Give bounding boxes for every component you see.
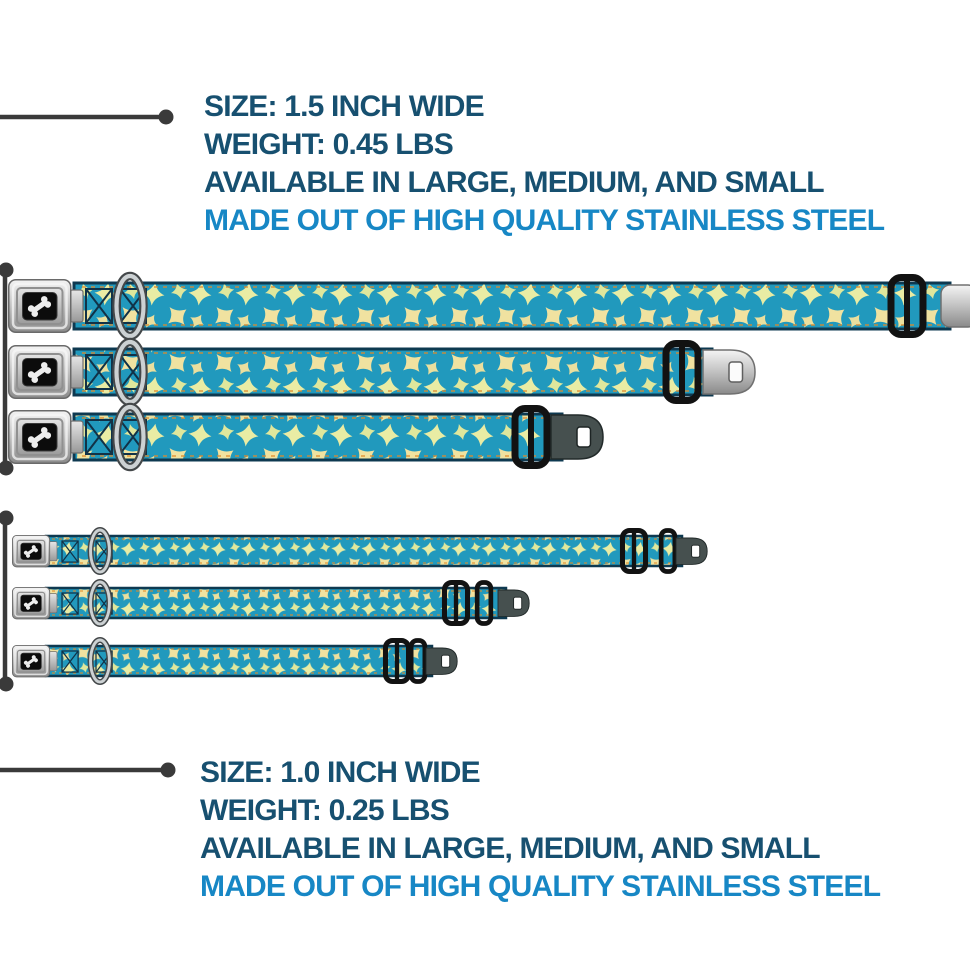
callout-dot (0, 676, 14, 692)
callout-dot (0, 262, 14, 278)
tongue-clasp (940, 284, 970, 328)
collar-strap (44, 586, 508, 620)
collar-1_5in-large (9, 276, 970, 336)
spec-weight-bottom: WEIGHT: 0.25 LBS (200, 794, 450, 827)
spec-availability-bottom: AVAILABLE IN LARGE, MEDIUM, AND SMALL (200, 832, 821, 865)
seatbelt-buckle (9, 280, 83, 333)
collar-strap (72, 347, 714, 397)
callout-dot (160, 762, 176, 778)
collar-1_5in-medium (9, 342, 756, 402)
tongue-clasp (675, 537, 708, 565)
spec-material-top: MADE OUT OF HIGH QUALITY STAINLESS STEEL (204, 204, 885, 237)
callout-bracket-large-collars (0, 262, 14, 476)
seatbelt-buckle (9, 411, 83, 464)
callout-dot (0, 510, 14, 526)
callout-bottom-specs (0, 762, 176, 778)
specs-bottom: SIZE: 1.0 INCH WIDE WEIGHT: 0.25 LBS AVA… (200, 754, 881, 906)
spec-size-top: SIZE: 1.5 INCH WIDE (204, 90, 485, 123)
tongue-clasp (702, 349, 756, 395)
callout-dot (0, 460, 14, 476)
tongue-clasp (497, 589, 530, 617)
spec-availability-top: AVAILABLE IN LARGE, MEDIUM, AND SMALL (204, 166, 825, 199)
collar-1_0in-large (12, 530, 708, 572)
collar-strap (72, 281, 952, 331)
spec-size-bottom: SIZE: 1.0 INCH WIDE (200, 756, 481, 789)
collar-strap (44, 534, 684, 568)
tongue-clasp (425, 647, 458, 675)
collar-1_0in-small (12, 640, 458, 682)
spec-material-bottom: MADE OUT OF HIGH QUALITY STAINLESS STEEL (200, 870, 881, 903)
seatbelt-buckle (9, 346, 83, 399)
tongue-clasp (550, 414, 604, 460)
spec-weight-top: WEIGHT: 0.45 LBS (204, 128, 454, 161)
callout-bracket-small-collars (0, 510, 14, 692)
collar-1_5in-small (9, 407, 604, 467)
collar-1_0in-medium (12, 582, 530, 624)
callout-dot (158, 109, 174, 125)
specs-top: SIZE: 1.5 INCH WIDE WEIGHT: 0.45 LBS AVA… (204, 88, 885, 240)
callout-top-specs (0, 109, 174, 125)
